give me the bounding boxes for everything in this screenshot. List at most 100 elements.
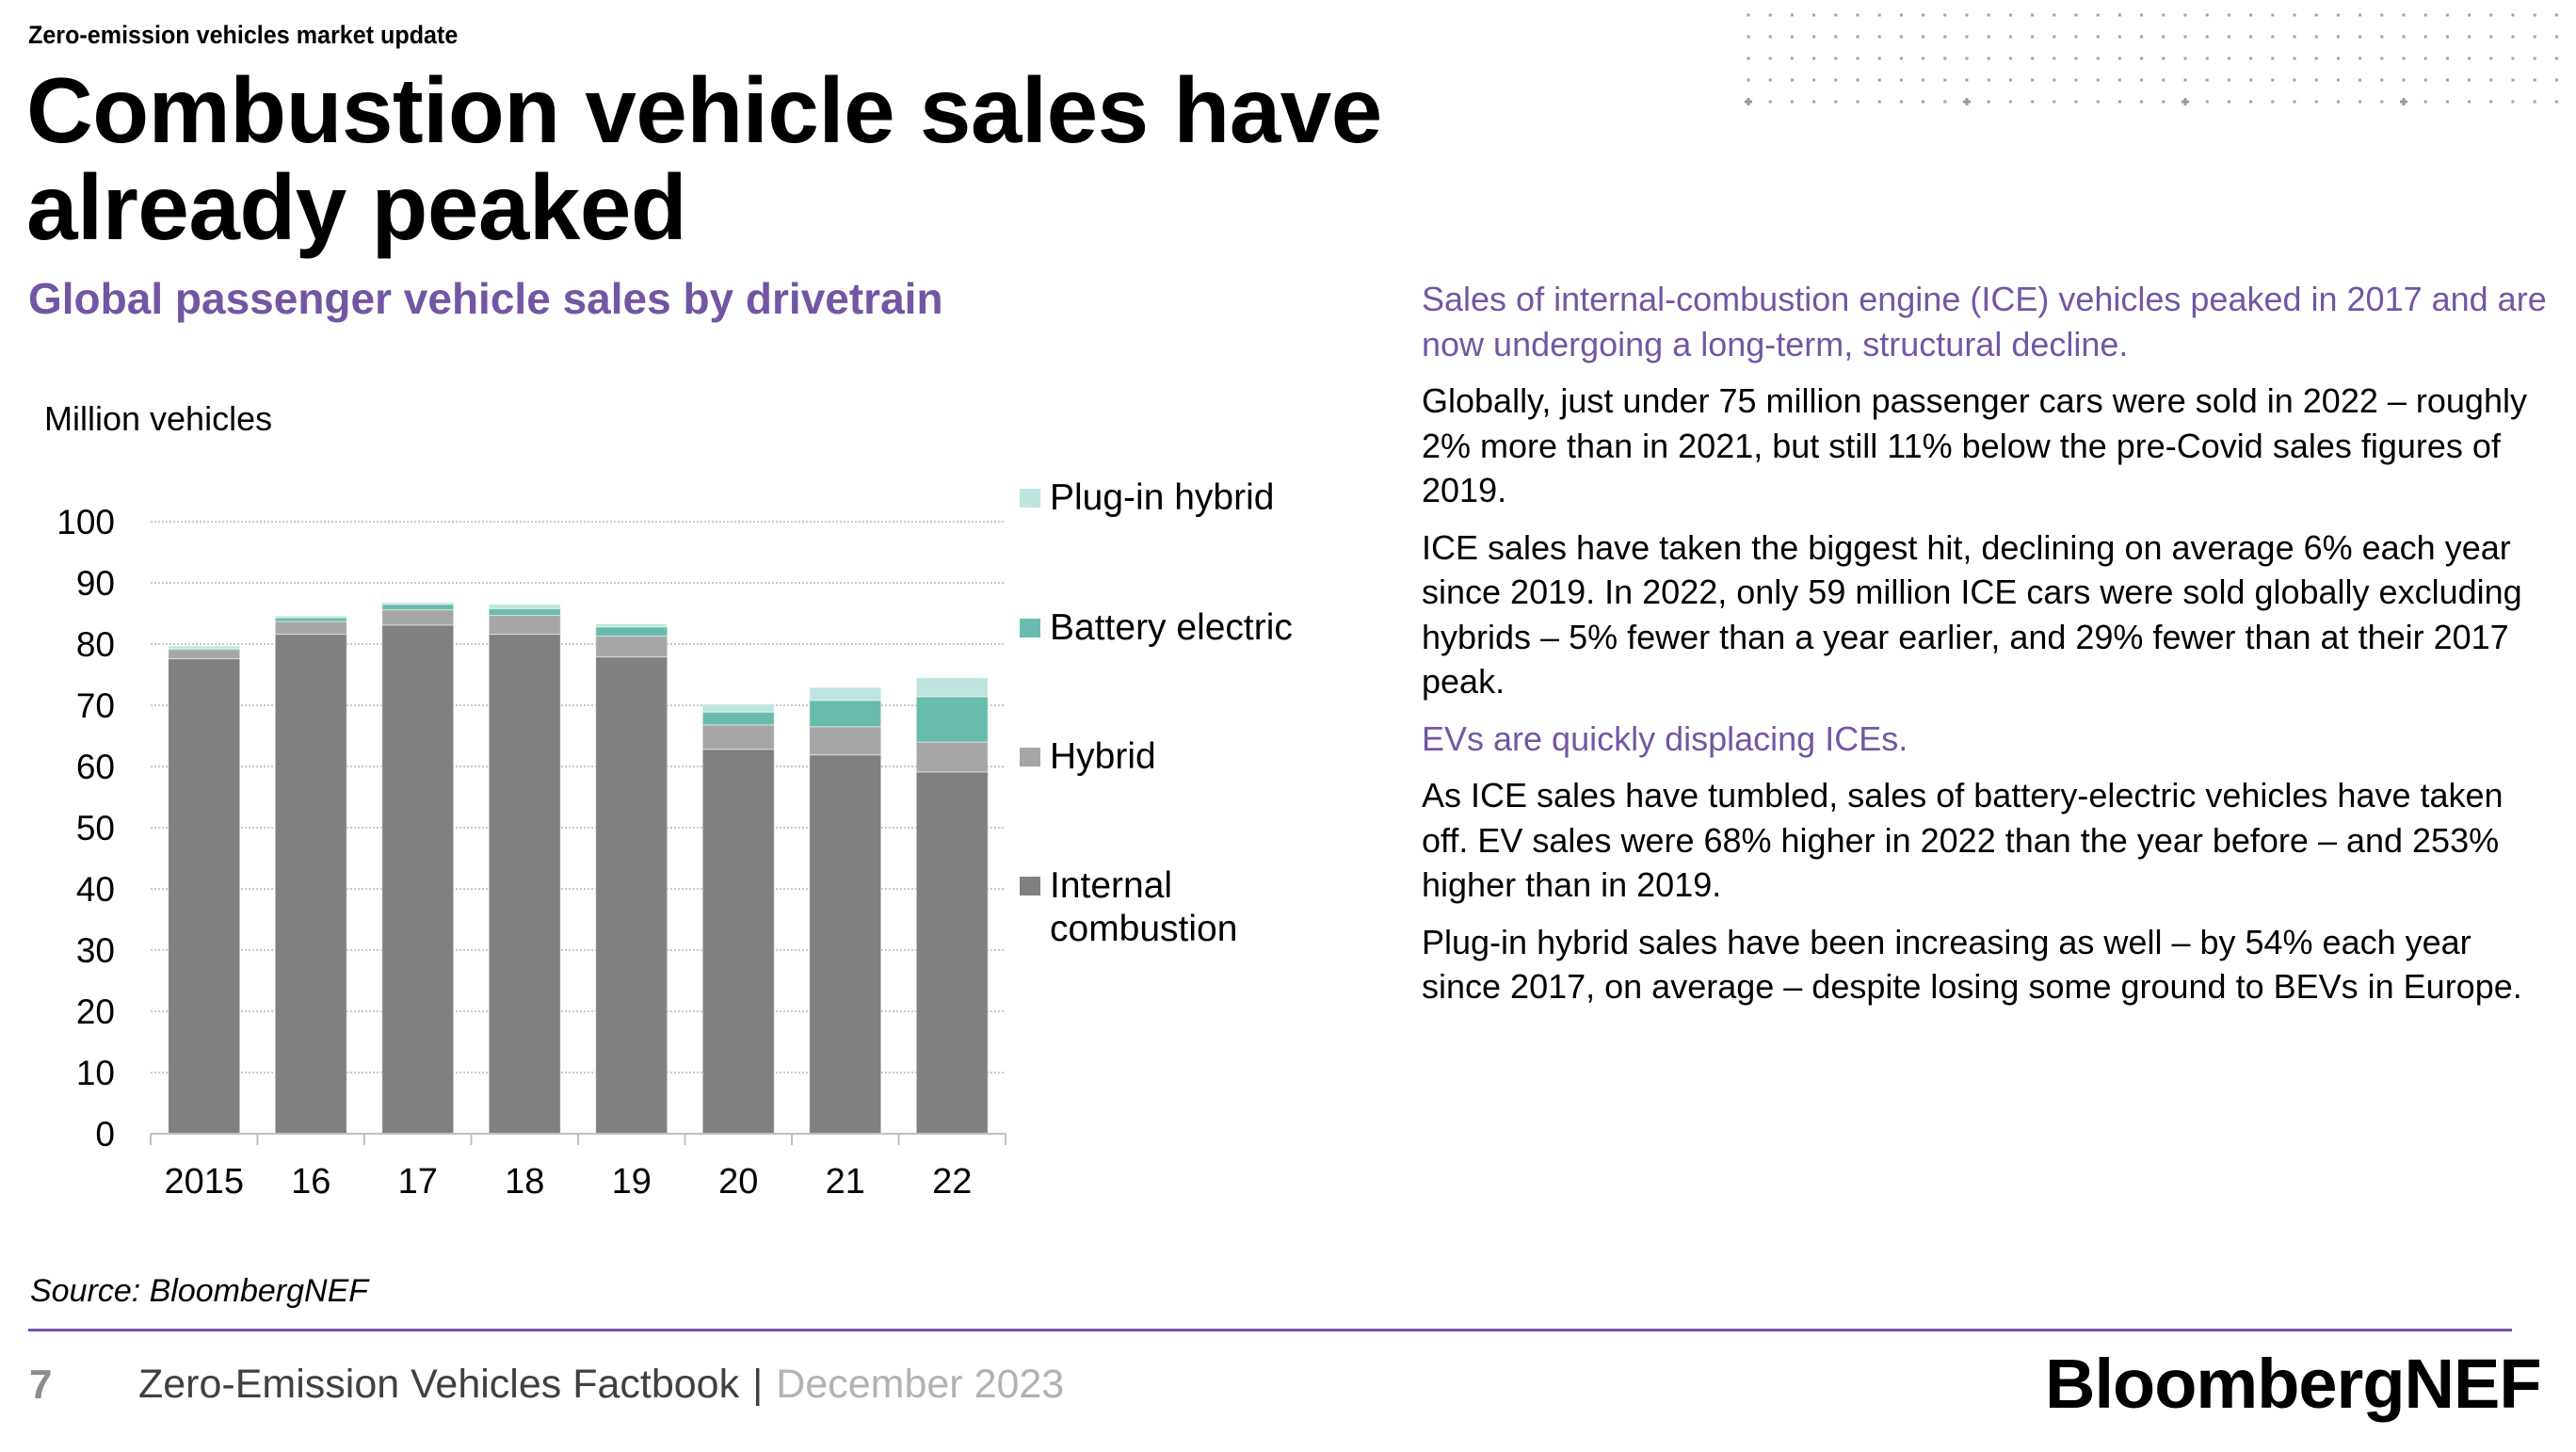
grid-dot bbox=[1943, 35, 1947, 39]
grid-dot bbox=[1812, 13, 1816, 17]
grid-dot bbox=[2096, 56, 2100, 60]
grid-dot bbox=[1965, 35, 1969, 39]
bar-segment-hybrid bbox=[915, 741, 989, 773]
grid-dot bbox=[2271, 100, 2275, 104]
grid-dot bbox=[2314, 13, 2318, 17]
grid-dot bbox=[2008, 13, 2012, 17]
grid-dot bbox=[2554, 78, 2558, 82]
y-tick-label: 40 bbox=[76, 870, 115, 909]
x-tick-label: 21 bbox=[826, 1162, 865, 1202]
grid-dot bbox=[2162, 13, 2165, 17]
page-title-line: already peaked bbox=[26, 155, 687, 259]
publication-title: Zero-Emission Vehicles Factbook bbox=[138, 1362, 740, 1407]
grid-dot bbox=[2162, 56, 2165, 60]
grid-dot bbox=[2293, 78, 2296, 82]
grid-dot bbox=[2183, 56, 2187, 60]
grid-dot bbox=[2227, 56, 2230, 60]
grid-dot bbox=[2423, 78, 2427, 82]
footer-publication: Zero-Emission Vehicles Factbook | December… bbox=[138, 1362, 1064, 1408]
grid-dot bbox=[2249, 56, 2253, 60]
grid-dot bbox=[1899, 100, 1903, 104]
grid-dot bbox=[1768, 100, 1772, 104]
grid-dot bbox=[2359, 100, 2362, 104]
stacked-bar-chart: 0 10 20 30 40 50 60 70 80 90 100 2015 16 17 18 19 20 21 22 bbox=[56, 503, 1006, 1202]
y-tick-label: 100 bbox=[56, 503, 115, 541]
grid-dot bbox=[1747, 78, 1750, 82]
bar-segment-hybrid bbox=[595, 636, 668, 658]
x-tick-label: 20 bbox=[718, 1162, 758, 1202]
grid-dot bbox=[2140, 13, 2144, 17]
bar-segment-battery-electric bbox=[274, 617, 347, 622]
grid-dot bbox=[1856, 78, 1860, 82]
y-axis-label: Million vehicles bbox=[44, 399, 273, 438]
grid-dot bbox=[2074, 100, 2078, 104]
bar-segment-plug-in-hybrid bbox=[488, 604, 561, 609]
grid-dot bbox=[2468, 13, 2471, 17]
grid-dot bbox=[1922, 35, 1925, 39]
grid-dot bbox=[2445, 100, 2449, 104]
bar-segment-plug-in-hybrid bbox=[701, 703, 775, 713]
grid-dot bbox=[2183, 13, 2187, 17]
legend-swatch bbox=[1020, 619, 1040, 637]
bar-segment-plug-in-hybrid bbox=[809, 686, 882, 702]
grid-dot bbox=[2336, 13, 2340, 17]
grid-dot bbox=[2271, 35, 2275, 39]
grid-dot bbox=[1856, 13, 1860, 17]
dot-grid-pattern-icon bbox=[1745, 13, 2558, 105]
grid-dot bbox=[1812, 56, 1816, 60]
grid-dot bbox=[2074, 13, 2078, 17]
bar-segment-plug-in-hybrid bbox=[915, 677, 989, 698]
y-tick-label: 80 bbox=[76, 625, 115, 664]
grid-dot bbox=[2468, 56, 2471, 60]
grid-dot bbox=[1834, 100, 1838, 104]
grid-dot bbox=[2096, 78, 2100, 82]
grid-dot bbox=[2117, 56, 2121, 60]
grid-dot bbox=[2336, 100, 2340, 104]
grid-dot bbox=[2096, 35, 2100, 39]
grid-dot bbox=[2162, 35, 2165, 39]
grid-dot bbox=[1877, 100, 1881, 104]
legend-label: Hybrid bbox=[1050, 736, 1156, 777]
y-tick-label: 50 bbox=[76, 809, 115, 847]
grid-dot bbox=[2271, 13, 2275, 17]
grid-dot bbox=[2074, 78, 2078, 82]
bar-segment-hybrid bbox=[168, 649, 241, 660]
commentary-paragraph: ICE sales have taken the biggest hit, de… bbox=[1422, 527, 2522, 702]
bar-segment-battery-electric bbox=[915, 696, 989, 743]
grid-dot bbox=[1747, 35, 1750, 39]
grid-dot bbox=[2053, 35, 2056, 39]
grid-dot bbox=[2227, 13, 2230, 17]
grid-plus-mark bbox=[2402, 98, 2406, 105]
grid-dot bbox=[1856, 35, 1860, 39]
y-tick-label: 60 bbox=[76, 748, 115, 786]
grid-dot bbox=[2314, 100, 2318, 104]
grid-dot bbox=[2096, 13, 2100, 17]
grid-dot bbox=[1834, 78, 1838, 82]
grid-dot bbox=[2140, 100, 2144, 104]
grid-dot bbox=[1987, 100, 1990, 104]
grid-dot bbox=[2533, 35, 2536, 39]
grid-dot bbox=[2031, 56, 2035, 60]
grid-dot bbox=[1747, 13, 1750, 17]
grid-dot bbox=[2008, 78, 2012, 82]
bar-segment-internal-combustion bbox=[809, 754, 882, 1135]
commentary-paragraph: Globally, just under 75 million passenge… bbox=[1422, 381, 2527, 509]
grid-dot bbox=[2423, 100, 2427, 104]
grid-dot bbox=[2423, 35, 2427, 39]
grid-dot bbox=[2053, 78, 2056, 82]
grid-dot bbox=[1899, 13, 1903, 17]
grid-dot bbox=[1768, 13, 1772, 17]
grid-dot bbox=[1922, 100, 1925, 104]
bar-segment-hybrid bbox=[701, 724, 775, 750]
grid-dot bbox=[1943, 56, 1947, 60]
legend-label: Plug-in hybrid bbox=[1050, 477, 1275, 518]
y-tick-label: 10 bbox=[76, 1054, 115, 1092]
grid-dot bbox=[1877, 35, 1881, 39]
grid-dot bbox=[2402, 13, 2406, 17]
grid-dot bbox=[2293, 13, 2296, 17]
grid-dot bbox=[2511, 35, 2515, 39]
grid-dot bbox=[1790, 35, 1794, 39]
grid-dot bbox=[2336, 35, 2340, 39]
grid-dot bbox=[2533, 78, 2536, 82]
x-tick-label: 19 bbox=[612, 1162, 652, 1202]
